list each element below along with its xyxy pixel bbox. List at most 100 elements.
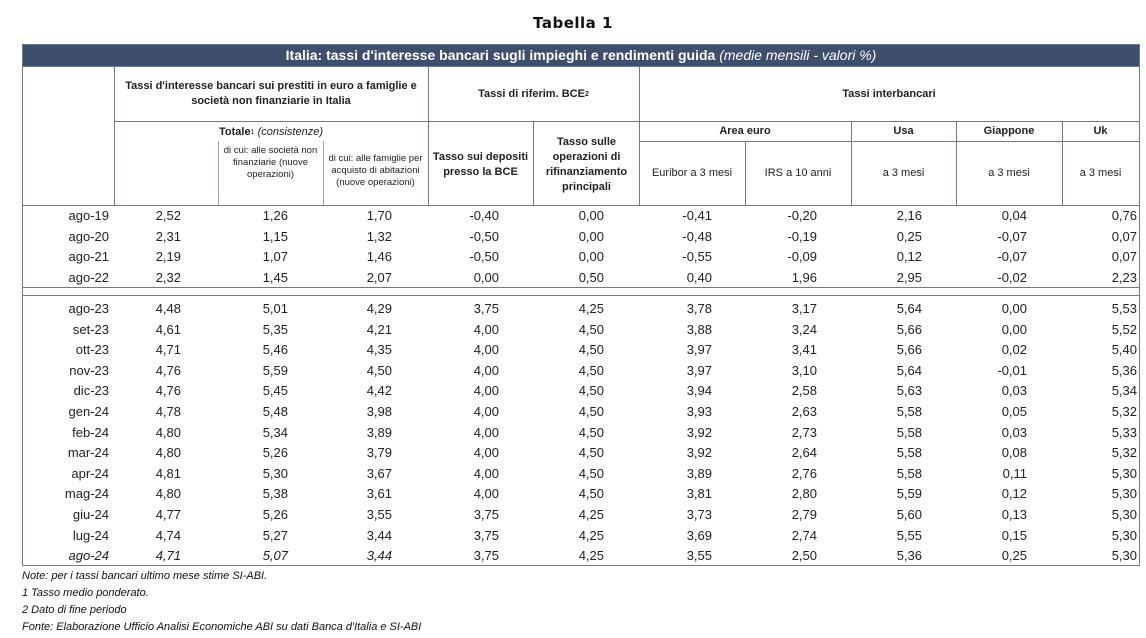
column-divider	[218, 141, 219, 205]
cell-irs: 2,50	[791, 548, 817, 564]
cell-uk: 5,30	[1111, 486, 1137, 502]
header-bottom-line	[23, 205, 1139, 206]
cell-societa: 5,48	[262, 404, 288, 419]
cell-giappone: 0,00	[1001, 321, 1027, 337]
cell-societa: 1,07	[262, 249, 288, 265]
table-row: giu-24 4,77 5,26 3,55 3,75 4,25 3,73 2,79 5,60 0,…	[23, 504, 1139, 525]
header-divider	[639, 141, 1139, 142]
cell-irs: 2,63	[791, 404, 817, 419]
cell-period: ago-21	[68, 249, 109, 265]
cell-rifinanziamento: 4,25	[578, 548, 604, 564]
cell-period: gen-24	[68, 404, 109, 419]
cell-usa: 5,58	[896, 424, 922, 440]
cell-famiglie: 3,44	[366, 548, 392, 564]
cell-depositi: 4,00	[473, 321, 499, 337]
cell-totale: 2,31	[155, 228, 181, 244]
cell-irs: 2,73	[791, 424, 817, 440]
cell-famiglie: 4,35	[366, 342, 392, 358]
column-divider	[639, 66, 640, 205]
cell-usa: 0,25	[896, 228, 922, 244]
cell-societa: 1,45	[262, 269, 288, 285]
cell-euribor: 0,40	[686, 269, 712, 285]
cell-uk: 5,36	[1111, 362, 1137, 378]
cell-rifinanziamento: 4,50	[578, 445, 604, 461]
cell-euribor: 3,93	[686, 404, 712, 419]
cell-period: nov-23	[69, 362, 109, 378]
banner-subtitle: (medie mensili - valori %)	[719, 47, 877, 63]
cell-euribor: 3,78	[686, 301, 712, 316]
cell-euribor: -0,55	[682, 249, 712, 265]
cell-irs: -0,19	[787, 228, 817, 244]
cell-usa: 0,12	[896, 249, 922, 265]
header-interbank-rates-label: Tassi interbancari	[842, 87, 936, 100]
cell-usa: 2,95	[896, 269, 922, 285]
cell-euribor: 3,94	[686, 383, 712, 399]
footnote-ref: 2	[584, 90, 589, 98]
cell-rifinanziamento: 4,50	[578, 486, 604, 502]
cell-period: feb-24	[72, 424, 109, 440]
cell-rifinanziamento: 4,25	[578, 527, 604, 543]
cell-depositi: 4,00	[473, 362, 499, 378]
column-divider	[533, 121, 534, 205]
cell-famiglie: 3,61	[366, 486, 392, 502]
column-divider	[114, 66, 115, 205]
table-row: set-23 4,61 5,35 4,21 4,00 4,50 3,88 3,24 5,66 0,…	[23, 319, 1139, 340]
cell-famiglie: 3,89	[366, 424, 392, 440]
cell-uk: 0,07	[1111, 228, 1137, 244]
cell-societa: 5,45	[262, 383, 288, 399]
table-row: ago-23 4,48 5,01 4,29 3,75 4,25 3,78 3,17 5,64 0,…	[23, 298, 1139, 319]
cell-uk: 5,53	[1111, 301, 1137, 316]
table-banner: Italia: tassi d'interesse bancari sugli …	[23, 45, 1139, 66]
header-interbank-rates: Tassi interbancari	[639, 69, 1139, 119]
cell-societa: 5,35	[262, 321, 288, 337]
cell-depositi: 4,00	[473, 486, 499, 502]
table-row: mar-24 4,80 5,26 3,79 4,00 4,50 3,92 2,64 5,58 0,…	[23, 442, 1139, 463]
cell-uk: 5,33	[1111, 424, 1137, 440]
cell-totale: 4,48	[155, 301, 181, 316]
column-divider	[851, 121, 852, 205]
cell-depositi: 3,75	[473, 507, 499, 522]
cell-uk: 5,30	[1111, 548, 1137, 564]
cell-uk: 2,23	[1111, 269, 1137, 285]
table-row: ott-23 4,71 5,46 4,35 4,00 4,50 3,97 3,41 5,66 0,…	[23, 339, 1139, 360]
cell-giappone: -0,01	[997, 362, 1027, 378]
note-line: 2 Dato di fine periodo	[22, 604, 127, 616]
cell-irs: 2,80	[791, 486, 817, 502]
header-bce-rates-label: Tassi di riferim. BCE	[478, 87, 585, 100]
table-row: lug-24 4,74 5,27 3,44 3,75 4,25 3,69 2,74 5,55 0,…	[23, 525, 1139, 546]
cell-giappone: 0,02	[1001, 342, 1027, 358]
banner-title: Italia: tassi d'interesse bancari sugli …	[285, 47, 716, 63]
header-dicui-societa: di cui: alle società non finanziarie (nu…	[223, 145, 318, 180]
cell-societa: 5,26	[262, 445, 288, 461]
cell-depositi: 4,00	[473, 342, 499, 358]
cell-depositi: 4,00	[473, 465, 499, 481]
table-row: ago-24 4,71 5,07 3,44 3,75 4,25 3,55 2,50 5,36 0,…	[23, 545, 1139, 566]
header-bce-rates: Tassi di riferim. BCE 2	[428, 69, 639, 119]
column-divider	[1062, 121, 1063, 205]
cell-period: ago-24	[68, 548, 109, 564]
header-irs: IRS a 10 anni	[764, 166, 832, 179]
column-divider	[428, 66, 429, 205]
cell-usa: 5,66	[896, 342, 922, 358]
cell-usa: 5,60	[896, 507, 922, 522]
cell-depositi: 4,00	[473, 424, 499, 440]
cell-euribor: 3,81	[686, 486, 712, 502]
table-row: ago-22 2,32 1,45 2,07 0,00 0,50 0,40 1,96 2,95 -0…	[23, 267, 1139, 288]
cell-famiglie: 3,44	[366, 527, 392, 543]
cell-irs: 2,79	[791, 507, 817, 522]
cell-depositi: 3,75	[473, 301, 499, 316]
cell-uk: 5,30	[1111, 507, 1137, 522]
cell-totale: 2,19	[155, 249, 181, 265]
cell-uk: 5,32	[1111, 445, 1137, 461]
cell-period: ago-20	[68, 228, 109, 244]
cell-irs: -0,09	[787, 249, 817, 265]
header-dicui-famiglie: di cui: alle famiglie per acquisto di ab…	[328, 153, 423, 188]
cell-usa: 5,64	[896, 362, 922, 378]
cell-period: giu-24	[72, 507, 109, 522]
cell-uk: 5,30	[1111, 465, 1137, 481]
cell-famiglie: 4,29	[366, 301, 392, 316]
cell-depositi: 4,00	[473, 404, 499, 419]
cell-famiglie: 1,46	[366, 249, 392, 265]
cell-famiglie: 4,50	[366, 362, 392, 378]
cell-famiglie: 1,70	[366, 208, 392, 223]
